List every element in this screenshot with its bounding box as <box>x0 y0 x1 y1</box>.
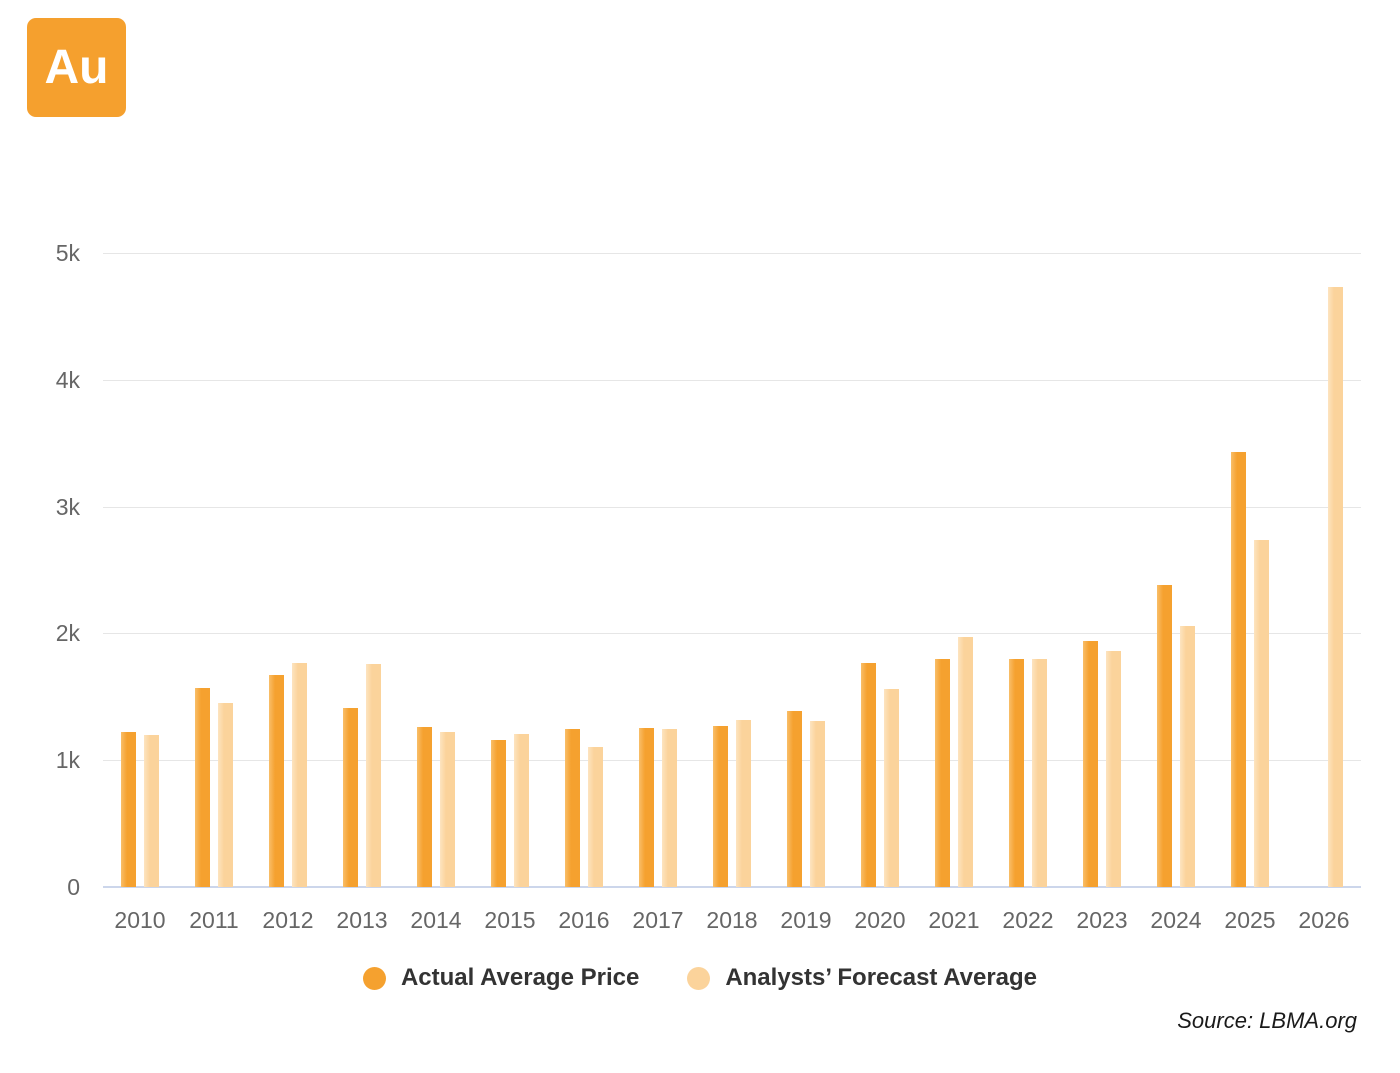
x-axis-label-2013: 2013 <box>336 907 388 933</box>
bar-actual-2023[interactable] <box>1083 641 1098 887</box>
legend: Actual Average Price Analysts’ Forecast … <box>0 955 1400 1001</box>
bar-forecast-2018[interactable] <box>736 720 751 887</box>
x-axis-line <box>103 886 1361 888</box>
y-axis-label-2k: 2k <box>55 620 80 647</box>
gridline-4k <box>103 379 1361 381</box>
y-axis-label-3k: 3k <box>55 493 80 520</box>
y-axis-label-5k: 5k <box>55 240 80 266</box>
x-axis-label-2015: 2015 <box>484 907 536 933</box>
bar-actual-2025[interactable] <box>1231 452 1246 887</box>
bar-forecast-2012[interactable] <box>292 663 307 887</box>
x-axis-label-2016: 2016 <box>558 907 610 933</box>
legend-item-actual[interactable]: Actual Average Price <box>362 964 640 992</box>
x-axis-label-2020: 2020 <box>854 907 906 933</box>
bar-actual-2011[interactable] <box>195 687 210 887</box>
bar-actual-2021[interactable] <box>935 658 950 887</box>
x-axis-label-2025: 2025 <box>1224 907 1276 933</box>
bar-actual-2019[interactable] <box>787 710 802 887</box>
bar-actual-2014[interactable] <box>417 726 432 887</box>
bar-actual-2016[interactable] <box>565 728 580 887</box>
y-axis-label-4k: 4k <box>55 366 80 393</box>
x-axis-label-2019: 2019 <box>780 907 832 933</box>
bar-forecast-2010[interactable] <box>144 734 159 887</box>
bar-actual-2010[interactable] <box>121 731 136 887</box>
bar-forecast-2015[interactable] <box>514 733 529 887</box>
bar-forecast-2023[interactable] <box>1106 651 1121 887</box>
x-axis-label-2011: 2011 <box>189 907 239 933</box>
bar-actual-2018[interactable] <box>713 725 728 887</box>
x-axis-label-2012: 2012 <box>262 907 314 933</box>
bar-actual-2012[interactable] <box>269 675 284 887</box>
bar-forecast-2016[interactable] <box>588 746 603 887</box>
bar-actual-2013[interactable] <box>343 708 358 887</box>
bar-forecast-2019[interactable] <box>810 720 825 887</box>
gridline-5k <box>103 253 1361 254</box>
x-axis-label-2014: 2014 <box>410 907 462 933</box>
x-axis-label-2010: 2010 <box>114 907 166 933</box>
legend-item-forecast[interactable]: Analysts’ Forecast Average <box>687 964 1037 992</box>
bar-forecast-2022[interactable] <box>1032 658 1047 887</box>
legend-marker-actual-icon <box>362 966 386 990</box>
bar-forecast-2024[interactable] <box>1180 625 1195 887</box>
legend-label-actual: Actual Average Price <box>400 964 640 991</box>
bar-forecast-2017[interactable] <box>662 729 677 887</box>
y-axis-label-1k: 1k <box>55 747 80 774</box>
x-axis-label-2017: 2017 <box>632 907 684 933</box>
bar-actual-2015[interactable] <box>491 739 506 887</box>
gridline-2k <box>103 633 1361 635</box>
x-axis-label-2018: 2018 <box>706 907 758 933</box>
gold-au-logo-text: Au <box>44 41 109 94</box>
gold-au-logo: Au <box>27 18 126 117</box>
bar-actual-2022[interactable] <box>1009 658 1024 887</box>
bar-forecast-2011[interactable] <box>218 702 233 887</box>
bar-forecast-2021[interactable] <box>958 636 973 887</box>
x-axis-label-2026: 2026 <box>1298 907 1350 933</box>
x-axis-label-2023: 2023 <box>1076 907 1128 933</box>
bar-actual-2020[interactable] <box>861 662 876 887</box>
bar-forecast-2014[interactable] <box>440 732 455 887</box>
bar-forecast-2026[interactable] <box>1328 287 1343 887</box>
x-axis-label-2022: 2022 <box>1002 907 1054 933</box>
legend-label-forecast: Analysts’ Forecast Average <box>725 964 1038 991</box>
y-axis-label-0: 0 <box>67 874 80 900</box>
bar-forecast-2025[interactable] <box>1254 540 1269 887</box>
bar-actual-2017[interactable] <box>639 727 654 887</box>
x-axis-label-2024: 2024 <box>1150 907 1202 933</box>
x-axis-label-2021: 2021 <box>928 907 980 933</box>
bar-forecast-2013[interactable] <box>366 664 381 887</box>
bar-actual-2024[interactable] <box>1157 584 1172 887</box>
legend-marker-forecast-icon <box>687 966 711 990</box>
source-attribution: Source: LBMA.org <box>1177 1008 1357 1033</box>
gridline-1k <box>103 760 1361 762</box>
gridline-3k <box>103 506 1361 508</box>
bar-forecast-2020[interactable] <box>884 689 899 887</box>
